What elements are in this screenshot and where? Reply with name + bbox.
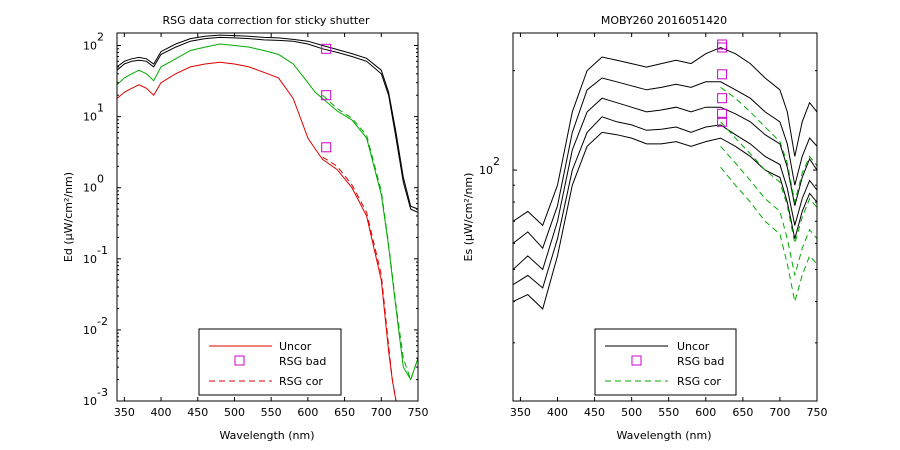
right-legend-box — [594, 328, 737, 396]
left-series-line-3 — [117, 34, 418, 210]
right-plot-frame — [512, 32, 818, 402]
right-x-axis-label: Wavelength (nm) — [616, 429, 711, 442]
left-x-tick-label-1: 400 — [151, 406, 172, 419]
left-y-tick-exponent-3: -1 — [97, 244, 108, 257]
right-legend-label-rsg-bad: RSG bad — [677, 355, 724, 368]
left-x-tick-label-8: 750 — [408, 406, 429, 419]
right-series-line-4 — [513, 131, 817, 310]
right-bad-point-marker-5 — [717, 116, 728, 127]
left-legend-label-uncor: Uncor — [279, 340, 312, 353]
right-chart: MOBY260 2016051420 350 400 450 500 550 600 650… — [462, 14, 828, 442]
left-bad-point-marker-2 — [321, 142, 332, 153]
left-y-tick-exponent-4: -2 — [97, 315, 108, 328]
left-y-tick-exponent-0: 2 — [97, 31, 104, 44]
right-x-tick-label-4: 550 — [658, 406, 679, 419]
left-series-line-0 — [117, 36, 418, 213]
right-bad-point-marker-4 — [717, 108, 728, 119]
right-x-tick-label-3: 500 — [621, 406, 642, 419]
left-bad-point-marker-1 — [321, 90, 332, 101]
right-legend: Uncor RSG bad RSG cor — [594, 328, 737, 396]
right-series-line-8 — [720, 166, 817, 302]
left-series-line-5 — [322, 156, 418, 401]
right-y-axis-label: Es (µW/cm²/nm) — [462, 173, 475, 262]
right-bad-point-marker-1 — [717, 42, 728, 53]
right-x-tick-label-7: 700 — [769, 406, 790, 419]
right-series-line-1 — [513, 77, 817, 250]
right-x-tick-label-5: 600 — [695, 406, 716, 419]
left-y-tick-exponent-5: -3 — [97, 386, 108, 399]
right-x-tick-label-0: 350 — [510, 406, 531, 419]
left-y-axis-label: Ed (µW/cm²/nm) — [62, 172, 75, 262]
left-y-tick-base-4: 10 — [83, 324, 97, 337]
left-bad-point-marker-0 — [321, 43, 332, 54]
right-x-tick-label-1: 400 — [547, 406, 568, 419]
left-y-tick-exponent-2: 0 — [97, 173, 104, 186]
right-bad-point-marker-2 — [717, 69, 728, 80]
right-legend-swatch-rsg-bad — [631, 355, 642, 366]
right-legend-label-uncor: Uncor — [677, 340, 710, 353]
left-legend-box — [198, 328, 342, 396]
left-y-tick-base-0: 10 — [83, 40, 97, 53]
left-series-line-1 — [117, 43, 418, 381]
left-x-tick-label-7: 700 — [371, 406, 392, 419]
right-chart-title: MOBY260 2016051420 — [601, 14, 727, 27]
left-legend: Uncor RSG bad RSG cor — [198, 328, 342, 396]
left-x-tick-label-5: 600 — [297, 406, 318, 419]
left-chart: RSG data correction for sticky shutter 3… — [62, 14, 429, 442]
left-chart-title: RSG data correction for sticky shutter — [162, 14, 370, 27]
right-x-tick-label-2: 450 — [584, 406, 605, 419]
right-series-line-6 — [720, 121, 817, 244]
right-y-tick-exponent-0: 2 — [493, 155, 500, 168]
right-x-tick-label-8: 750 — [807, 406, 828, 419]
right-series-line-0 — [513, 46, 817, 227]
left-x-tick-label-6: 650 — [334, 406, 355, 419]
left-y-tick-base-1: 10 — [83, 111, 97, 124]
left-x-axis-label: Wavelength (nm) — [219, 429, 314, 442]
right-series-line-5 — [720, 86, 817, 203]
left-x-tick-label-2: 450 — [187, 406, 208, 419]
left-x-tick-label-3: 500 — [224, 406, 245, 419]
right-bad-point-marker-3 — [717, 93, 728, 104]
right-series-line-3 — [513, 116, 817, 289]
right-y-tick-base-0: 10 — [479, 164, 493, 177]
left-y-tick-exponent-1: 1 — [97, 102, 104, 115]
right-legend-label-rsg-cor: RSG cor — [677, 375, 721, 388]
left-x-tick-label-4: 550 — [261, 406, 282, 419]
right-series-line-2 — [513, 97, 817, 271]
left-y-tick-base-3: 10 — [83, 253, 97, 266]
left-y-tick-base-5: 10 — [83, 395, 97, 408]
left-legend-label-rsg-cor: RSG cor — [279, 375, 323, 388]
left-legend-label-rsg-bad: RSG bad — [279, 355, 326, 368]
right-series-line-7 — [720, 145, 817, 276]
left-series-line-4 — [322, 94, 418, 382]
left-legend-swatch-rsg-bad — [234, 355, 245, 366]
right-x-tick-label-6: 650 — [732, 406, 753, 419]
left-x-tick-label-0: 350 — [114, 406, 135, 419]
left-plot-frame — [116, 32, 419, 402]
left-y-tick-base-2: 10 — [83, 182, 97, 195]
